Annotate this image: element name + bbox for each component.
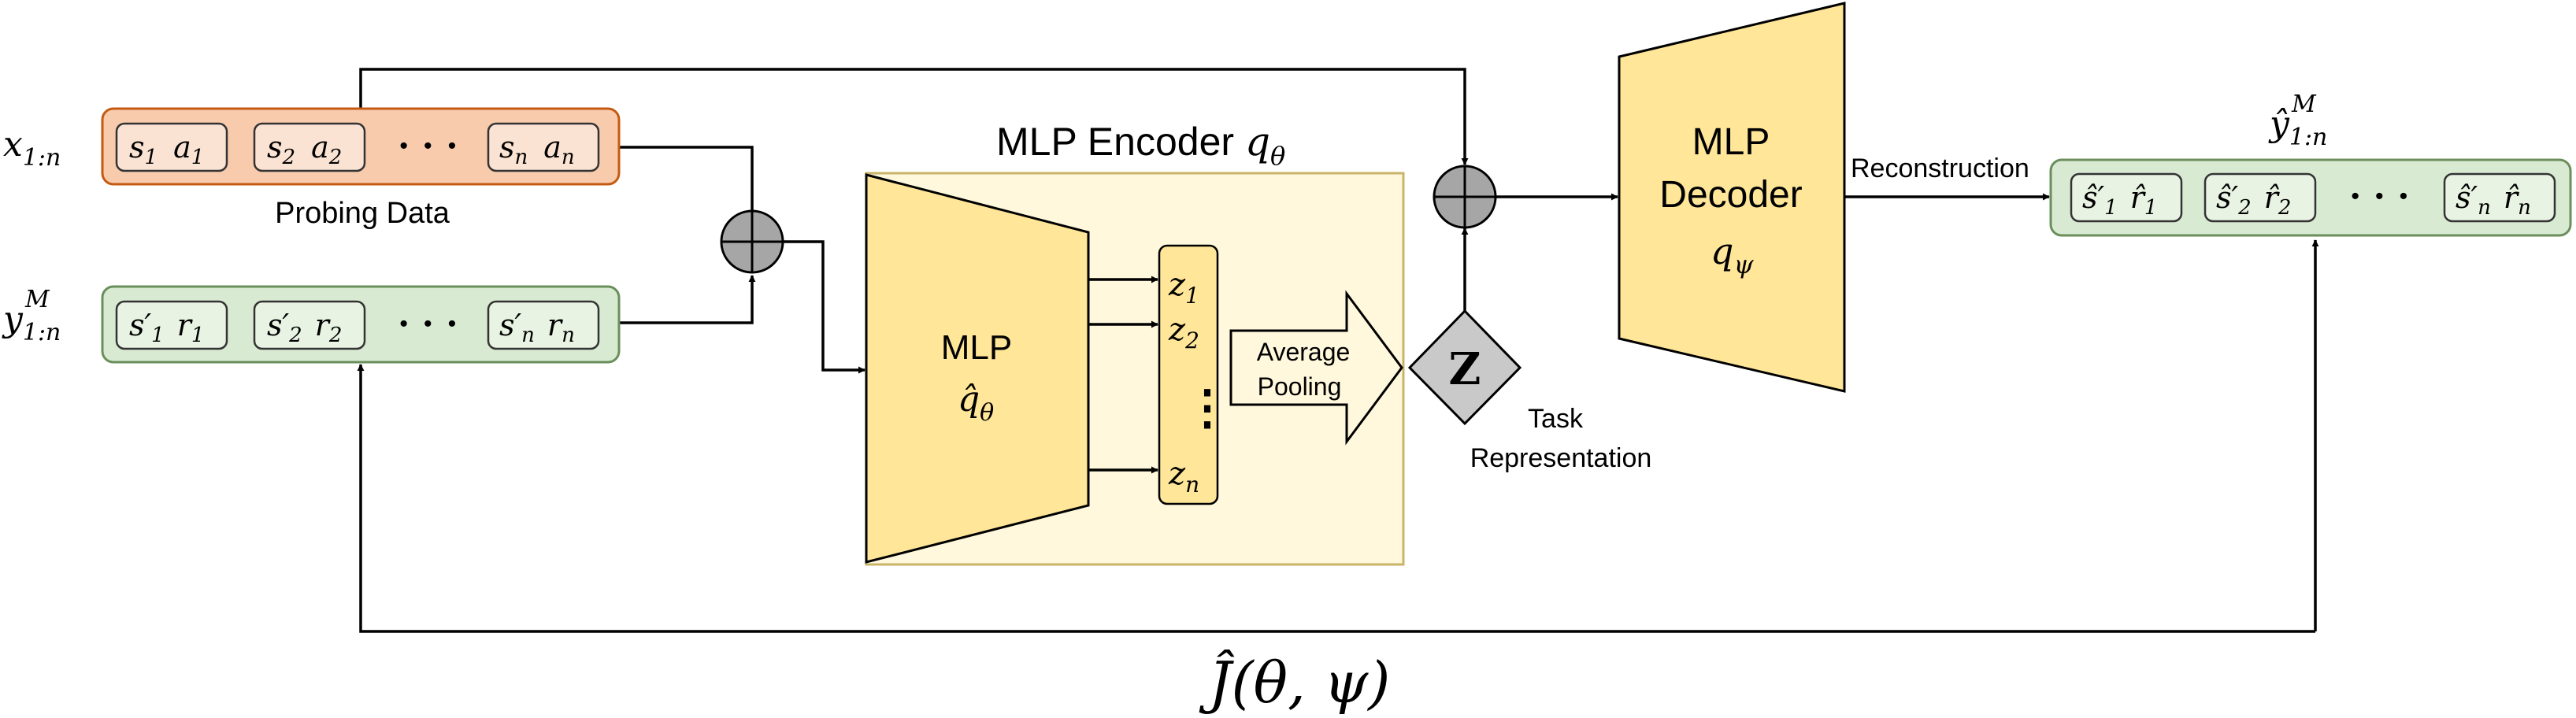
x-to-sum1-arrow [619,146,756,221]
output-label-sup: M [2291,91,2317,118]
sum-node-input-concat [720,209,784,274]
reconstruction-label: Reconstruction [1851,154,2029,183]
x-cell: s1 a1 [115,122,228,172]
svg-text:s′2r2: s′2 r2 [267,308,342,347]
latent-z-item: z2 [1168,312,1199,353]
probing-data-caption: Probing Data [275,197,450,230]
y-cell: s′2 r2 [253,300,366,350]
x-skip-to-sum2-arrow [359,68,1469,165]
svg-text:ŝ′2r̂2: ŝ′2 r̂2 [2216,180,2291,220]
output-cell: ŝ′n r̂n [2443,172,2556,223]
latent-z-item: zn [1168,456,1199,498]
svg-text:s′nrn: s′n rn [499,308,575,347]
latent-z-column [1158,244,1219,505]
x-cell: sn an [487,122,600,172]
svg-text:ŝ′1r̂1: ŝ′1 r̂1 [2082,180,2157,220]
x-cell: s2 a2 [253,122,366,172]
y-input-label-sup: M [24,286,50,313]
output-cell: ŝ′1 r̂1 [2070,172,2183,223]
mlp-decoder-math: qψ [1711,230,1754,279]
latent-z-item: z1 [1168,267,1199,309]
latent-z-ellipsis: ⋮ [1184,380,1231,435]
y-to-sum1-arrow [619,275,756,324]
y-cell: s′1 r1 [115,300,228,350]
loss-label: Ĵ(θ, ψ) [1199,649,1391,716]
sum1-to-mlp-arrow [783,240,865,374]
svg-text:ŝ′nr̂n: ŝ′n r̂n [2456,180,2531,220]
mlp-decoder-label-line2: Decoder [1659,174,1802,216]
average-pooling-label-line1: Average [1257,338,1351,366]
average-pooling-arrow [1229,290,1403,446]
mlp-decoder-block [1618,2,1846,393]
svg-text:s′1r1: s′1 r1 [129,308,204,347]
y-cell: s′n rn [487,300,600,350]
loss-feedback-arrow-to-y [357,364,2315,633]
x-input-label: x1:n [3,124,61,172]
task-representation-caption-line2: Representation [1470,443,1652,473]
x-ellipsis: · · · [398,126,458,166]
mlp-encoder-block [865,173,1090,564]
sum-node-decoder-input [1433,165,1497,229]
output-cell: ŝ′2 r̂2 [2203,172,2317,223]
mlp-encoder-label: MLP [941,328,1012,367]
y-ellipsis: · · · [398,304,458,344]
mlp-encoder-math: q̂θ [958,379,994,427]
task-representation-caption-line1: Task [1528,404,1584,434]
mlp-encoder-title: MLP Encoder qθ [996,119,1285,171]
mlp-decoder-label-line1: MLP [1692,121,1770,163]
output-label: ŷ1:n [2268,104,2327,151]
task-representation-node [1407,309,1522,426]
task-representation-symbol: Z [1449,343,1481,395]
average-pooling-label-line2: Pooling [1258,372,1342,401]
y-input-label: y1:n [2,299,61,346]
output-ellipsis: · · · [2349,176,2410,217]
